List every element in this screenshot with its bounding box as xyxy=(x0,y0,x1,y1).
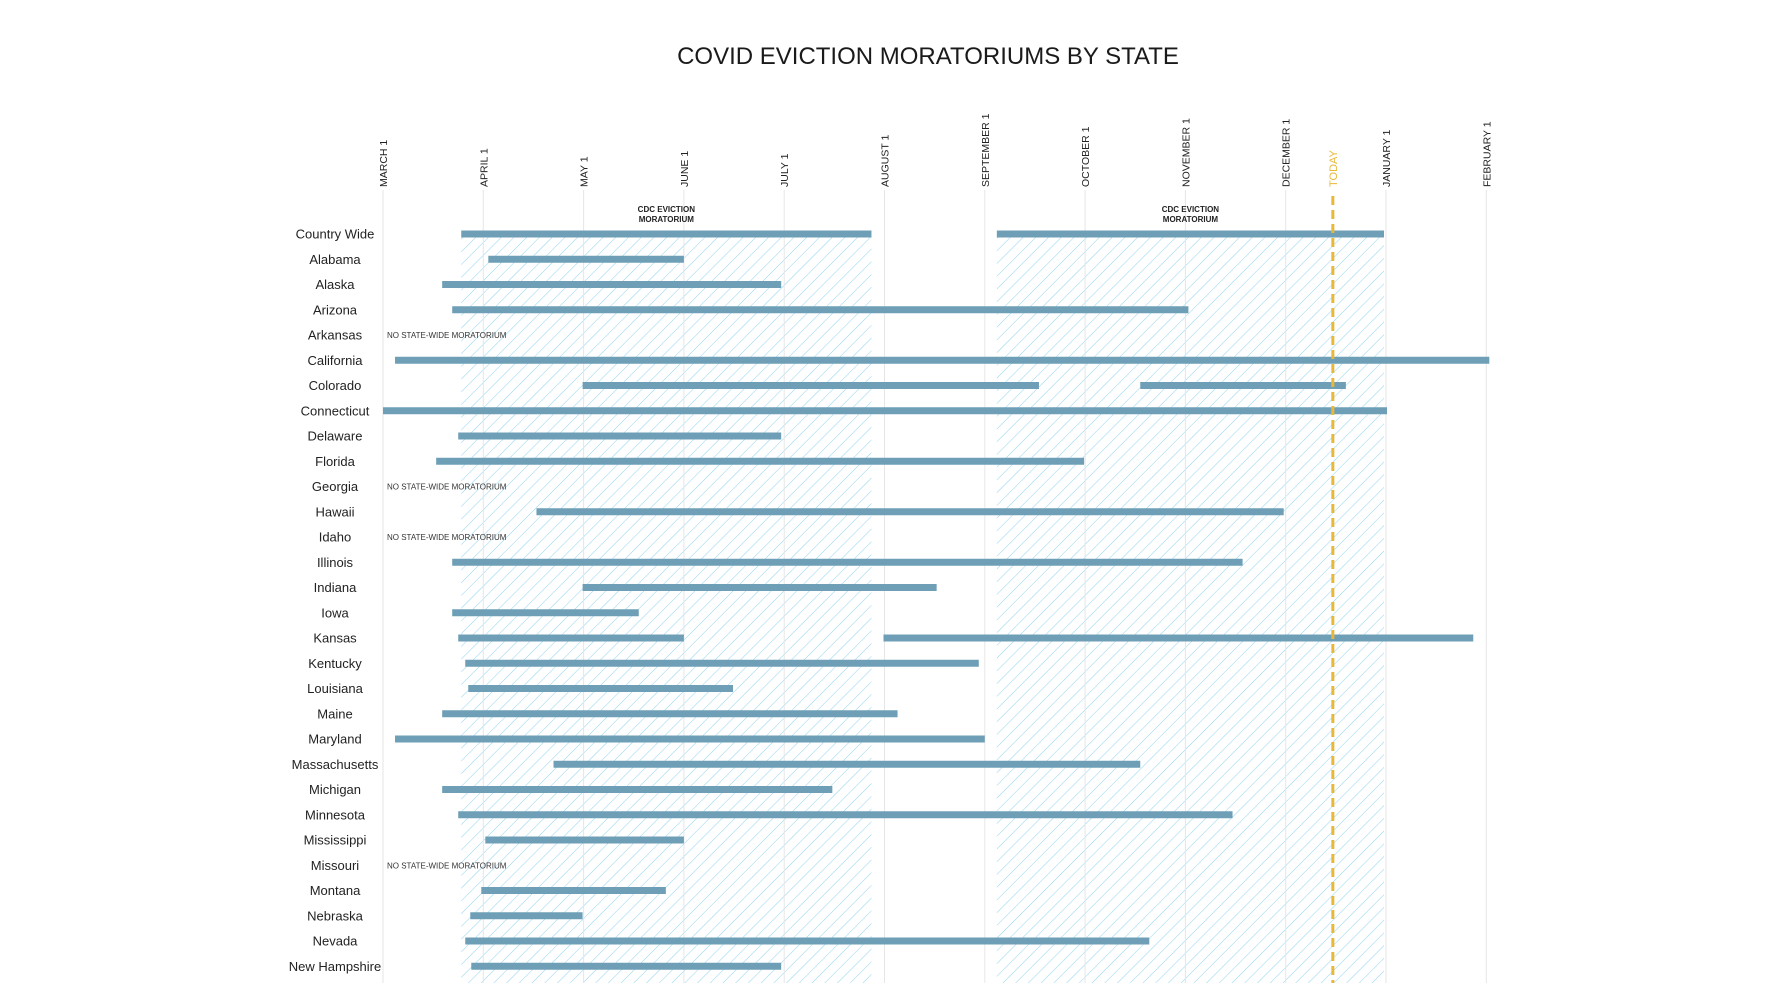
row-label-kansas: Kansas xyxy=(313,631,357,646)
chart-title: COVID EVICTION MORATORIUMS BY STATE xyxy=(677,43,1179,70)
moratorium-bars xyxy=(383,230,1490,970)
bar-illinois-1 xyxy=(452,558,1243,566)
row-label-alaska: Alaska xyxy=(315,277,355,292)
bar-delaware-1 xyxy=(458,432,782,440)
bar-new-hampshire-1 xyxy=(471,962,782,970)
bar-maine-1 xyxy=(442,710,898,718)
row-label-nevada: Nevada xyxy=(313,934,359,949)
row-label-delaware: Delaware xyxy=(308,429,363,444)
row-label-colorado: Colorado xyxy=(309,378,362,393)
bar-kansas-1 xyxy=(458,634,684,642)
cdc-period-2-hatch xyxy=(996,232,1384,983)
cdc-period-1-hatch xyxy=(461,232,872,983)
row-label-hawaii: Hawaii xyxy=(315,504,354,519)
tick-label-october-1: OCTOBER 1 xyxy=(1080,126,1092,187)
today-marker: TODAY xyxy=(1328,149,1340,983)
bar-country-wide-2 xyxy=(996,230,1384,238)
bar-california-1 xyxy=(395,356,1490,364)
no-moratorium-note-georgia: NO STATE-WIDE MORATORIUM xyxy=(387,483,507,492)
bar-mississippi-1 xyxy=(485,836,684,844)
cdc-period-1-label-line2: MORATORIUM xyxy=(639,215,695,224)
row-label-maryland: Maryland xyxy=(308,732,361,747)
tick-label-august-1: AUGUST 1 xyxy=(880,135,892,187)
tick-label-february-1: FEBRUARY 1 xyxy=(1481,121,1493,187)
bar-connecticut-1 xyxy=(383,407,1388,415)
tick-label-july-1: JULY 1 xyxy=(779,153,791,187)
bar-massachusetts-1 xyxy=(553,760,1141,768)
row-label-massachusetts: Massachusetts xyxy=(292,757,379,772)
row-label-illinois: Illinois xyxy=(317,555,354,570)
cdc-period-2-label-line2: MORATORIUM xyxy=(1163,215,1219,224)
tick-label-january-1: JANUARY 1 xyxy=(1381,129,1393,187)
row-label-indiana: Indiana xyxy=(314,580,357,595)
bar-alabama-1 xyxy=(488,255,684,263)
tick-label-november-1: NOVEMBER 1 xyxy=(1180,118,1192,187)
tick-label-may-1: MAY 1 xyxy=(579,156,591,187)
row-label-missouri: Missouri xyxy=(311,858,360,873)
bar-kansas-2 xyxy=(883,634,1474,642)
bar-michigan-1 xyxy=(442,786,833,793)
bar-colorado-2 xyxy=(1140,382,1346,389)
cdc-period-2-label-line1: CDC EVICTION xyxy=(1162,205,1220,214)
bar-montana-1 xyxy=(481,887,666,894)
row-label-connecticut: Connecticut xyxy=(301,403,370,418)
no-moratorium-note-idaho: NO STATE-WIDE MORATORIUM xyxy=(387,533,507,542)
row-label-arizona: Arizona xyxy=(313,302,358,317)
row-label-california: California xyxy=(308,353,364,368)
bar-nebraska-1 xyxy=(470,912,583,920)
bar-indiana-1 xyxy=(582,584,937,591)
bar-florida-1 xyxy=(436,457,1085,465)
row-label-country-wide: Country Wide xyxy=(296,227,375,242)
bar-minnesota-1 xyxy=(458,811,1233,819)
row-label-idaho: Idaho xyxy=(319,530,352,545)
bar-louisiana-1 xyxy=(468,685,734,692)
bar-country-wide-1 xyxy=(461,230,872,238)
bar-maryland-1 xyxy=(395,735,985,743)
row-label-minnesota: Minnesota xyxy=(305,807,366,822)
bar-colorado-1 xyxy=(582,382,1039,389)
bar-kentucky-1 xyxy=(465,659,979,667)
tick-label-april-1: APRIL 1 xyxy=(478,148,490,187)
bar-iowa-1 xyxy=(452,609,639,617)
row-label-louisiana: Louisiana xyxy=(307,681,363,696)
bar-hawaii-1 xyxy=(536,508,1284,516)
row-label-mississippi: Mississippi xyxy=(304,833,367,848)
bar-arizona-1 xyxy=(452,306,1189,314)
row-label-michigan: Michigan xyxy=(309,782,361,797)
row-label-iowa: Iowa xyxy=(321,605,349,620)
row-label-florida: Florida xyxy=(315,454,356,469)
row-label-alabama: Alabama xyxy=(309,252,361,267)
tick-label-march-1: MARCH 1 xyxy=(378,140,390,187)
tick-label-december-1: DECEMBER 1 xyxy=(1281,119,1293,187)
bar-alaska-1 xyxy=(442,281,782,288)
row-label-arkansas: Arkansas xyxy=(308,328,363,343)
bar-nevada-1 xyxy=(465,937,1150,945)
row-label-montana: Montana xyxy=(310,883,361,898)
tick-label-september-1: SEPTEMBER 1 xyxy=(980,113,992,187)
cdc-period-1-label-line1: CDC EVICTION xyxy=(638,205,696,214)
row-label-kentucky: Kentucky xyxy=(308,656,362,671)
no-moratorium-note-missouri: NO STATE-WIDE MORATORIUM xyxy=(387,861,507,870)
state-labels: Country Wide Alabama Alaska Arizona Arkansas… xyxy=(289,227,507,974)
today-label: TODAY xyxy=(1328,149,1340,187)
tick-label-june-1: JUNE 1 xyxy=(679,151,691,187)
no-moratorium-note-arkansas: NO STATE-WIDE MORATORIUM xyxy=(387,331,507,340)
row-label-maine: Maine xyxy=(317,706,352,721)
row-label-georgia: Georgia xyxy=(312,479,359,494)
cdc-hatch-layer xyxy=(461,232,1384,983)
row-label-new-hampshire: New Hampshire xyxy=(289,959,381,974)
row-label-nebraska: Nebraska xyxy=(307,908,363,923)
